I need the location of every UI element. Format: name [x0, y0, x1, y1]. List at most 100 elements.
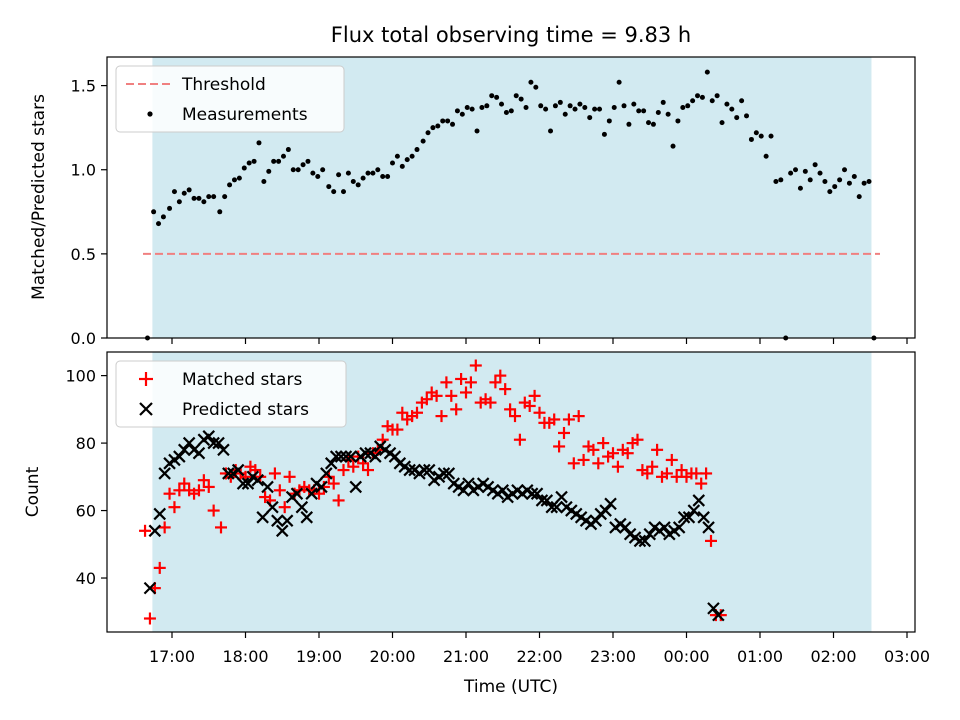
measurement-point: [817, 170, 823, 176]
x-tick-label: 18:00: [222, 647, 268, 666]
matched-star-point: [420, 393, 433, 406]
predicted-star-point: [300, 511, 314, 524]
measurement-point: [285, 147, 291, 153]
measurement-point: [420, 138, 426, 144]
x-tick-label: 03:00: [884, 647, 930, 666]
matched-star-point: [641, 467, 654, 480]
measurement-point: [577, 101, 583, 107]
measurement-point: [290, 167, 296, 173]
measurement-point: [425, 130, 431, 136]
measurement-point: [714, 93, 720, 99]
measurement-point: [552, 103, 558, 109]
matched-star-point: [163, 487, 176, 500]
matched-star-point: [469, 359, 482, 372]
measurement-point: [365, 170, 371, 176]
matched-star-point: [143, 612, 156, 625]
matched-star-point: [484, 396, 497, 409]
measurement-point: [261, 179, 267, 185]
bottom-y-tick-label: 100: [65, 367, 96, 386]
measurement-point: [827, 189, 833, 195]
top-y-tick-label: 1.0: [71, 161, 96, 180]
measurement-point: [217, 209, 223, 215]
measurement-point: [528, 79, 534, 85]
bottom-axes-frame: [106, 351, 916, 633]
matched-star-point: [587, 443, 600, 456]
measurement-point: [695, 93, 701, 99]
predicted-star-point: [403, 463, 416, 477]
predicted-star-point: [643, 527, 657, 541]
matched-star-point: [273, 484, 286, 497]
top-y-axis: 0.0 0.5 1.0 1.5: [71, 77, 107, 348]
matched-star-point: [460, 386, 472, 399]
measurement-point: [699, 94, 705, 100]
measurement-point: [176, 199, 182, 205]
measurement-point: [592, 106, 598, 112]
measurement-point: [191, 195, 197, 201]
matched-star-point: [621, 447, 634, 460]
matched-star-point: [440, 376, 453, 389]
predicted-star-point: [266, 500, 279, 514]
measurement-point: [450, 121, 456, 127]
matched-star-point: [464, 376, 477, 389]
measurement-point: [788, 170, 794, 176]
predicted-star-point: [535, 494, 549, 507]
measurement-point: [616, 79, 622, 85]
measurement-point: [227, 182, 233, 188]
measurement-point: [167, 205, 173, 211]
measurement-point: [494, 94, 500, 100]
predicted-star-point: [241, 477, 255, 490]
predicted-star-point: [339, 450, 353, 463]
measurement-point: [276, 158, 282, 164]
measurement-point: [513, 93, 519, 99]
top-y-tick-label: 0.5: [71, 245, 96, 264]
measurement-point: [440, 118, 446, 124]
predicted-star-point: [158, 467, 171, 480]
matched-star-point: [332, 494, 345, 507]
measurement-point: [543, 106, 549, 112]
predicted-star-point: [236, 477, 250, 490]
predicted-star-point: [192, 446, 206, 460]
measurement-point: [196, 195, 202, 201]
x-tick-label: 23:00: [590, 647, 636, 666]
matched-star-point: [504, 403, 517, 416]
predicted-star-point: [599, 504, 612, 517]
measurement-point: [636, 108, 642, 114]
measurement-point: [479, 104, 485, 110]
measurement-point: [646, 120, 652, 126]
predicted-star-point: [217, 443, 230, 457]
measurement-point: [404, 157, 410, 163]
measurement-point: [300, 162, 306, 168]
measurement-point: [315, 173, 321, 179]
measurement-point: [345, 170, 351, 176]
measurement-point: [597, 106, 603, 112]
measurement-point: [508, 108, 514, 114]
predicted-star-point: [143, 581, 157, 595]
predicted-star-point: [457, 484, 470, 497]
bottom-y-tick-label: 60: [76, 502, 96, 521]
measurement-point: [305, 158, 311, 164]
predicted-star-point: [207, 436, 220, 450]
predicted-star-point: [177, 443, 191, 457]
measurement-point: [241, 165, 247, 171]
matched-star-point: [607, 447, 619, 460]
matched-star-point: [572, 410, 585, 423]
measurement-point: [729, 106, 735, 112]
measurement-point: [370, 170, 376, 176]
matched-star-point: [207, 504, 220, 517]
bottom-legend-box: [115, 360, 347, 428]
matched-star-point: [391, 423, 404, 436]
measurement-point: [822, 179, 828, 185]
measurement-point: [812, 162, 818, 168]
legend-threshold-label: Threshold: [181, 75, 266, 95]
x-tick-label: 20:00: [369, 647, 415, 666]
top-axes-frame: [106, 56, 916, 339]
matched-star-point: [396, 406, 409, 419]
predicted-star-point: [442, 467, 456, 480]
measurement-point: [246, 160, 252, 166]
matched-star-point: [660, 467, 673, 480]
measurement-point: [807, 177, 813, 183]
measurement-point: [719, 120, 725, 126]
predicted-star-point: [153, 507, 167, 521]
top-panel: 0.0 0.5 1.0 1.5 Matched/Predicted stars Thr…: [29, 56, 916, 348]
measurement-point: [251, 158, 257, 164]
